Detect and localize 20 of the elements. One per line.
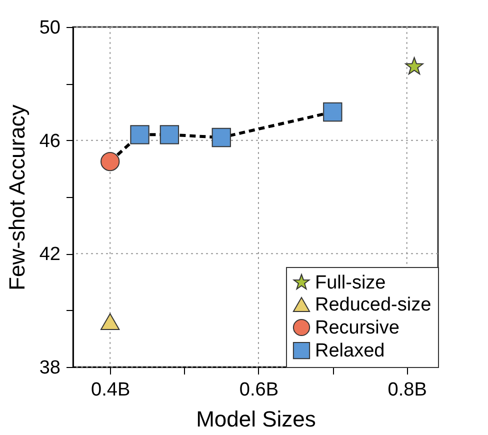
legend-label: Relaxed (315, 340, 385, 362)
point (100, 313, 120, 330)
legend-label: Recursive (315, 318, 400, 338)
point (100, 152, 120, 172)
y-tick-label: 46 (39, 130, 60, 152)
y-tick-label: 50 (39, 18, 60, 38)
legend-label: Reduced-size (315, 294, 432, 316)
y-tick-label: 38 (39, 358, 60, 378)
point (212, 128, 231, 148)
x-tick-label: 0.8B (388, 380, 427, 400)
y-axis-title: Few-shot Accuracy (4, 104, 30, 290)
point (160, 125, 180, 144)
point (130, 125, 150, 144)
legend-label: Full-size (315, 272, 386, 294)
x-tick-label: 0.4B (91, 380, 130, 400)
point (405, 57, 424, 75)
point (323, 102, 342, 122)
x-tick-label: 0.6B (239, 380, 279, 400)
y-tick-label: 42 (39, 244, 60, 266)
x-axis-title: Model Sizes (196, 406, 316, 432)
